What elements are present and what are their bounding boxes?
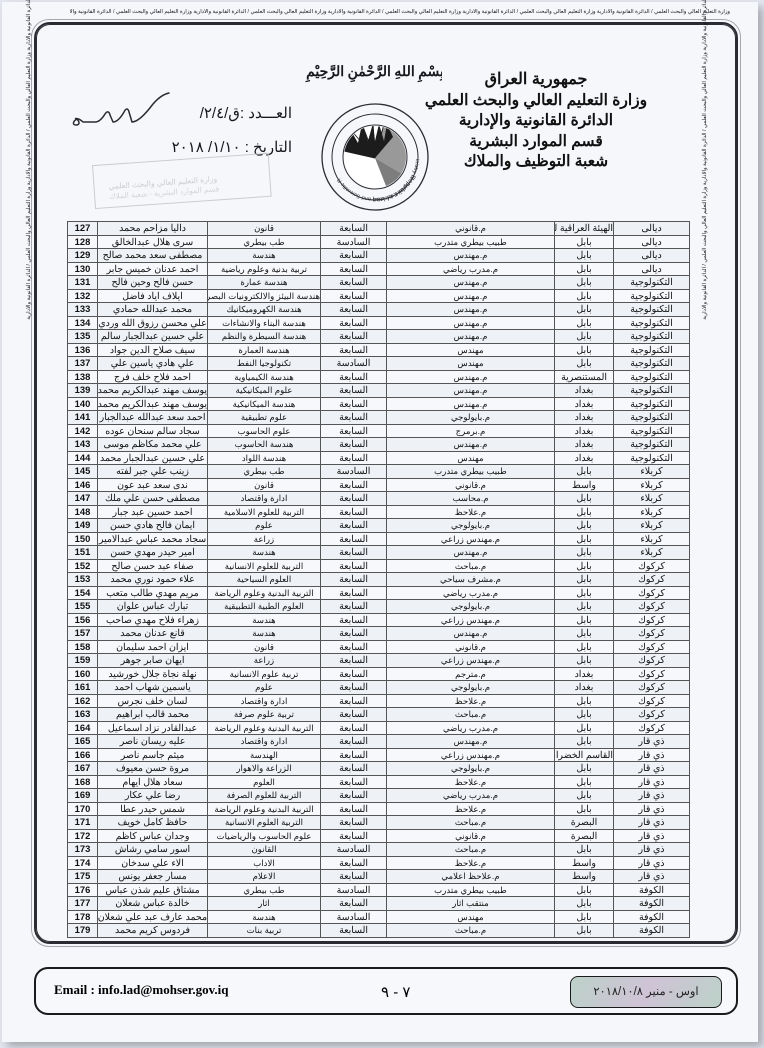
svg-text:بِسْمِ اللهِ الرَّحْمٰنِ الرَّ: بِسْمِ اللهِ الرَّحْمٰنِ الرَّحِيْمِ [305,64,442,83]
svg-text:وزارة التعليم العالي والبحث ال: وزارة التعليم العالي والبحث العلمى والبح… [302,60,307,63]
